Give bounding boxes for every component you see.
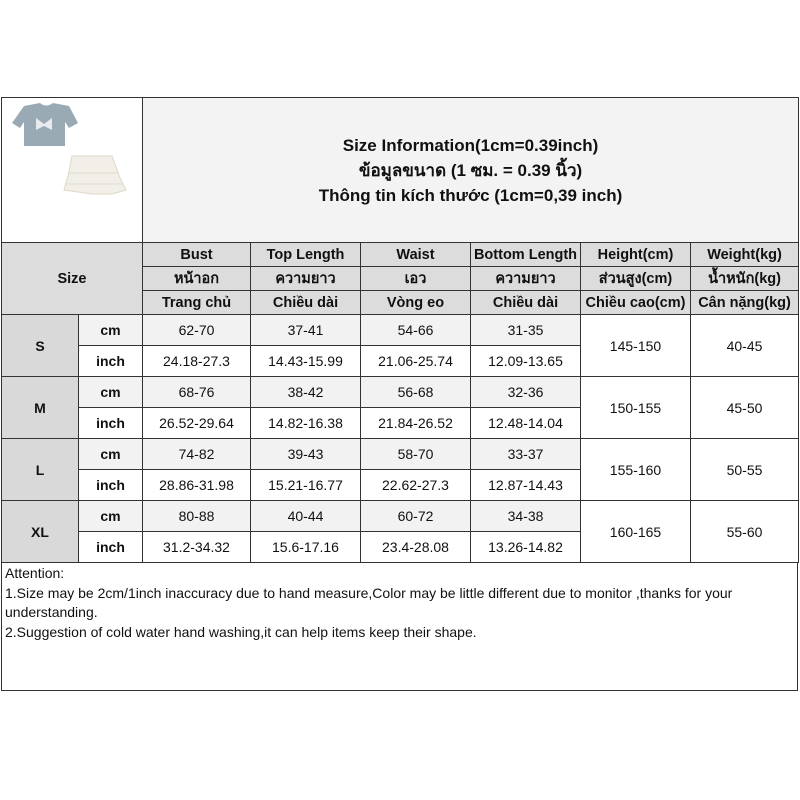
product-image-cell	[1, 97, 143, 243]
unit-label: cm	[78, 314, 143, 346]
measurement-cell: 28.86-31.98	[142, 469, 251, 501]
measurement-cell: 13.26-14.82	[470, 531, 581, 563]
unit-label: cm	[78, 500, 143, 532]
unit-label: inch	[78, 407, 143, 439]
col-header-en: Weight(kg)	[689, 242, 800, 267]
measurement-cell: 31.2-34.32	[142, 531, 251, 563]
measurement-cell: 14.82-16.38	[250, 407, 361, 439]
col-header-en: Height(cm)	[580, 242, 691, 267]
unit-label: inch	[78, 345, 143, 377]
measurement-cell: 58-70	[360, 438, 471, 470]
col-header-vi: Cân nặng(kg)	[689, 290, 800, 315]
col-header-th: หน้าอก	[142, 266, 251, 291]
skirt-image	[63, 155, 127, 195]
col-header-en: Bottom Length	[470, 242, 581, 267]
table-row-inch: inch 26.52-29.64 14.82-16.38 21.84-26.52 12.…	[2, 407, 799, 439]
size-label: L	[1, 438, 79, 501]
table-row-inch: inch 28.86-31.98 15.21-16.77 22.62-27.3 12.8…	[2, 469, 799, 501]
title-en: Size Information(1cm=0.39inch)	[342, 135, 599, 155]
size-chart: Size Information(1cm=0.39inch) ข้อมูลขนา…	[1, 97, 800, 691]
measurement-cell: 37-41	[250, 314, 361, 346]
col-header-th: ส่วนสูง(cm)	[580, 266, 691, 291]
tshirt-image	[12, 103, 78, 146]
measurement-cell: 12.87-14.43	[470, 469, 581, 501]
measurement-cell: 14.43-15.99	[250, 345, 361, 377]
col-header-en: Bust	[142, 242, 251, 267]
unit-label: inch	[78, 469, 143, 501]
measurement-cell: 80-88	[142, 500, 251, 532]
table-row-cm: XL cm 80-88 40-44 60-72 34-38 160-165 55-60	[1, 500, 800, 563]
height-cell: 155-160	[580, 438, 691, 501]
col-header-vi: Chiều dài	[470, 290, 581, 315]
col-header-vi: Chiều dài	[250, 290, 361, 315]
measurement-cell: 62-70	[142, 314, 251, 346]
measurement-cell: 39-43	[250, 438, 361, 470]
size-table: Size Information(1cm=0.39inch) ข้อมูลขนา…	[1, 97, 800, 563]
weight-cell: 50-55	[689, 438, 800, 501]
col-header-en: Top Length	[250, 242, 361, 267]
attention-heading: Attention:	[5, 565, 65, 581]
measurement-cell: 33-37	[470, 438, 581, 470]
measurement-cell: 15.6-17.16	[250, 531, 361, 563]
measurement-cell: 12.48-14.04	[470, 407, 581, 439]
weight-cell: 45-50	[689, 376, 800, 439]
weight-cell: 55-60	[689, 500, 800, 563]
height-cell: 160-165	[580, 500, 691, 563]
col-header-th: ความยาว	[250, 266, 361, 291]
unit-label: cm	[78, 438, 143, 470]
measurement-cell: 38-42	[250, 376, 361, 408]
measurement-cell: 34-38	[470, 500, 581, 532]
table-row-inch: inch 24.18-27.3 14.43-15.99 21.06-25.74 12.0…	[2, 345, 799, 377]
title-th: ข้อมูลขนาด (1 ซม. = 0.39 นิ้ว)	[358, 160, 583, 180]
size-label: M	[1, 376, 79, 439]
col-header-th: ความยาว	[470, 266, 581, 291]
measurement-cell: 24.18-27.3	[142, 345, 251, 377]
col-header-vi: Vòng eo	[360, 290, 471, 315]
unit-label: cm	[78, 376, 143, 408]
attention-note-2: 2.Suggestion of cold water hand washing,…	[5, 623, 477, 640]
size-header: Size	[1, 242, 143, 315]
attention-note-1: 1.Size may be 2cm/1inch inaccuracy due t…	[5, 584, 733, 621]
measurement-cell: 23.4-28.08	[360, 531, 471, 563]
measurement-cell: 31-35	[470, 314, 581, 346]
height-cell: 150-155	[580, 376, 691, 439]
attention-notes: Attention: 1.Size may be 2cm/1inch inacc…	[1, 563, 798, 691]
measurement-cell: 12.09-13.65	[470, 345, 581, 377]
height-cell: 145-150	[580, 314, 691, 377]
measurement-cell: 15.21-16.77	[250, 469, 361, 501]
measurement-cell: 74-82	[142, 438, 251, 470]
measurement-cell: 54-66	[360, 314, 471, 346]
col-header-th: เอว	[360, 266, 471, 291]
measurement-cell: 40-44	[250, 500, 361, 532]
product-image	[12, 103, 127, 195]
measurement-cell: 21.06-25.74	[360, 345, 471, 377]
table-row-inch: inch 31.2-34.32 15.6-17.16 23.4-28.08 13.26-…	[2, 531, 799, 563]
measurement-cell: 26.52-29.64	[142, 407, 251, 439]
size-label: XL	[1, 500, 79, 563]
measurement-cell: 22.62-27.3	[360, 469, 471, 501]
size-info-title: Size Information(1cm=0.39inch) ข้อมูลขนา…	[141, 97, 800, 243]
measurement-cell: 21.84-26.52	[360, 407, 471, 439]
size-label: S	[1, 314, 79, 377]
weight-cell: 40-45	[689, 314, 800, 377]
measurement-cell: 60-72	[360, 500, 471, 532]
measurement-cell: 56-68	[360, 376, 471, 408]
col-header-en: Waist	[360, 242, 471, 267]
col-header-vi: Trang chủ	[142, 290, 251, 315]
measurement-cell: 32-36	[470, 376, 581, 408]
unit-label: inch	[78, 531, 143, 563]
title-vi: Thông tin kích thước (1cm=0,39 inch)	[318, 185, 623, 205]
col-header-th: น้ำหนัก(kg)	[689, 266, 800, 291]
measurement-cell: 68-76	[142, 376, 251, 408]
col-header-vi: Chiều cao(cm)	[580, 290, 691, 315]
